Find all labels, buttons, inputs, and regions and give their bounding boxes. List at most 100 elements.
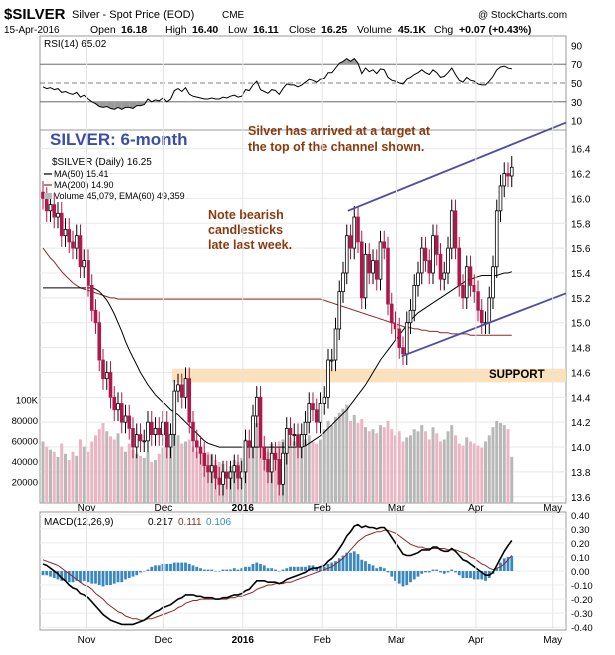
- candlestick: [59, 202, 64, 247]
- volume-bar: [412, 429, 416, 503]
- macd-histogram-bar: [79, 571, 82, 583]
- volume-bar: [480, 447, 484, 503]
- volume-bar: [457, 443, 461, 503]
- volume-bar: [165, 441, 169, 503]
- volume-bar: [502, 425, 506, 503]
- candle-body: [138, 434, 143, 442]
- candle-body: [292, 434, 297, 437]
- volume-bar: [135, 453, 139, 503]
- macd-histogram-bar: [244, 566, 247, 571]
- volume-bar: [131, 449, 135, 503]
- ohlc-readout: Open 16.18 High 16.40 Low 16.11 Close 16…: [90, 24, 531, 36]
- candlestick: [491, 255, 495, 310]
- candle-body: [359, 241, 364, 299]
- candlestick: [209, 454, 214, 484]
- candlestick: [434, 224, 439, 266]
- macd-histogram-bar: [94, 571, 97, 584]
- macd-histogram-bar: [502, 558, 506, 571]
- volume-bar: [439, 441, 442, 503]
- macd-histogram-bar: [416, 571, 420, 577]
- chart-description: Silver - Spot Price (EOD): [72, 9, 194, 21]
- volume-bar: [364, 427, 367, 503]
- candle-body: [243, 440, 248, 473]
- macd-tick-label: -0.10: [571, 581, 593, 592]
- candle-body: [491, 266, 495, 299]
- chart-symbol: $SILVER: [4, 6, 66, 23]
- rsi-legend: RSI(14) 65.02: [44, 39, 107, 50]
- candle-body: [378, 241, 383, 280]
- volume-bar: [150, 462, 154, 503]
- price-tick-label: 15.6: [571, 244, 591, 255]
- volume-bar: [292, 441, 296, 503]
- candle-body: [498, 185, 503, 212]
- macd-histogram-bar: [394, 571, 397, 581]
- candlestick: [108, 361, 113, 409]
- macd-histogram-bar: [307, 565, 311, 571]
- macd-histogram-bar: [439, 571, 442, 573]
- price-tick-label: 16.2: [571, 170, 591, 181]
- candle-body: [108, 372, 113, 398]
- candlestick: [101, 348, 105, 390]
- candlestick: [382, 230, 387, 260]
- volume-bar: [379, 425, 382, 503]
- volume-bar: [319, 439, 322, 503]
- candle-body: [206, 465, 210, 473]
- candle-body: [59, 212, 64, 237]
- rsi-overbought-fill: [358, 63, 362, 65]
- macd-histogram-bar: [285, 568, 289, 571]
- macd-histogram-bar: [52, 571, 56, 579]
- candle-body: [266, 459, 270, 473]
- macd-histogram-bar: [41, 571, 45, 576]
- candle-body: [322, 396, 327, 404]
- price-tick-label: 15.2: [571, 294, 591, 305]
- volume-bar: [454, 435, 457, 503]
- candlestick: [277, 448, 282, 496]
- macd-histogram-bar: [427, 571, 431, 573]
- volume-bar: [67, 459, 71, 503]
- macd-histogram-bar: [49, 571, 52, 577]
- volume-bar: [469, 441, 472, 503]
- volume-bar: [435, 433, 439, 503]
- volume-bar: [116, 433, 120, 503]
- candlestick: [378, 230, 383, 291]
- candlestick: [228, 460, 233, 490]
- candle-body: [431, 235, 435, 274]
- candle-body: [194, 440, 199, 448]
- macd-histogram-bar: [154, 565, 157, 571]
- rsi-overbought-fill: [343, 58, 347, 65]
- candle-body: [48, 204, 53, 212]
- candle-body: [134, 434, 139, 448]
- volume-bar: [262, 446, 266, 503]
- candlestick: [89, 274, 94, 322]
- x-axis-label: 2016: [232, 635, 255, 646]
- price-tick-label: 16.0: [571, 194, 591, 205]
- volume-bar: [330, 425, 334, 503]
- volume-bar: [112, 439, 116, 503]
- candle-body: [464, 266, 469, 299]
- volume-bar: [450, 425, 454, 503]
- candle-body: [453, 210, 458, 249]
- macd-histogram-bar: [165, 563, 169, 571]
- volume-bar: [127, 443, 131, 503]
- candle-body: [191, 421, 195, 442]
- candlestick: [78, 224, 83, 278]
- volume-bar: [184, 441, 187, 503]
- macd-histogram-bar: [360, 559, 364, 571]
- candlestick: [138, 423, 143, 453]
- volume-bar: [311, 441, 315, 503]
- candlestick: [419, 236, 424, 285]
- volume-bar: [86, 451, 90, 503]
- macd-tick-label: 0.30: [571, 525, 590, 536]
- macd-histogram-bar: [176, 562, 180, 571]
- macd-histogram-bar: [495, 568, 499, 571]
- candle-body: [78, 235, 83, 268]
- candlestick: [146, 410, 150, 453]
- candle-body: [82, 260, 87, 268]
- candlestick: [262, 435, 267, 471]
- candle-body: [303, 421, 308, 436]
- macd-histogram-bar: [184, 562, 187, 571]
- macd-histogram-bar: [435, 569, 439, 571]
- volume-bar: [397, 431, 401, 503]
- channel-upper-line: [347, 121, 567, 212]
- volume-bar: [45, 446, 49, 503]
